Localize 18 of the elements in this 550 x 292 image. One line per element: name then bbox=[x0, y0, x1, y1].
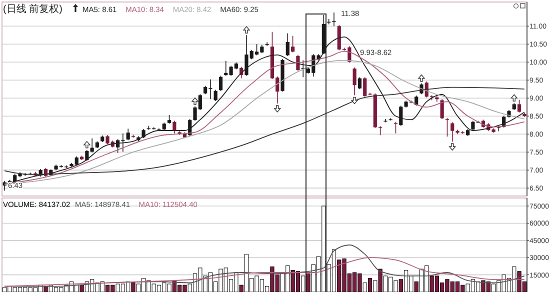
candlestick bbox=[450, 122, 454, 142]
candlestick bbox=[126, 128, 130, 141]
candlestick bbox=[172, 120, 176, 134]
candlestick bbox=[286, 32, 290, 56]
line-series bbox=[4, 86, 525, 175]
candlestick bbox=[440, 98, 444, 120]
line-series bbox=[4, 257, 525, 287]
candlestick bbox=[445, 117, 450, 138]
candlestick bbox=[399, 105, 403, 126]
candlestick bbox=[218, 75, 223, 92]
candlestick bbox=[214, 89, 218, 102]
candlestick bbox=[352, 67, 356, 96]
chart-title: (日线 前复权) bbox=[3, 3, 62, 15]
candlestick bbox=[291, 35, 295, 53]
candlestick bbox=[358, 76, 362, 90]
candlestick bbox=[296, 54, 300, 72]
candlestick bbox=[517, 100, 522, 113]
candlestick bbox=[332, 12, 336, 27]
